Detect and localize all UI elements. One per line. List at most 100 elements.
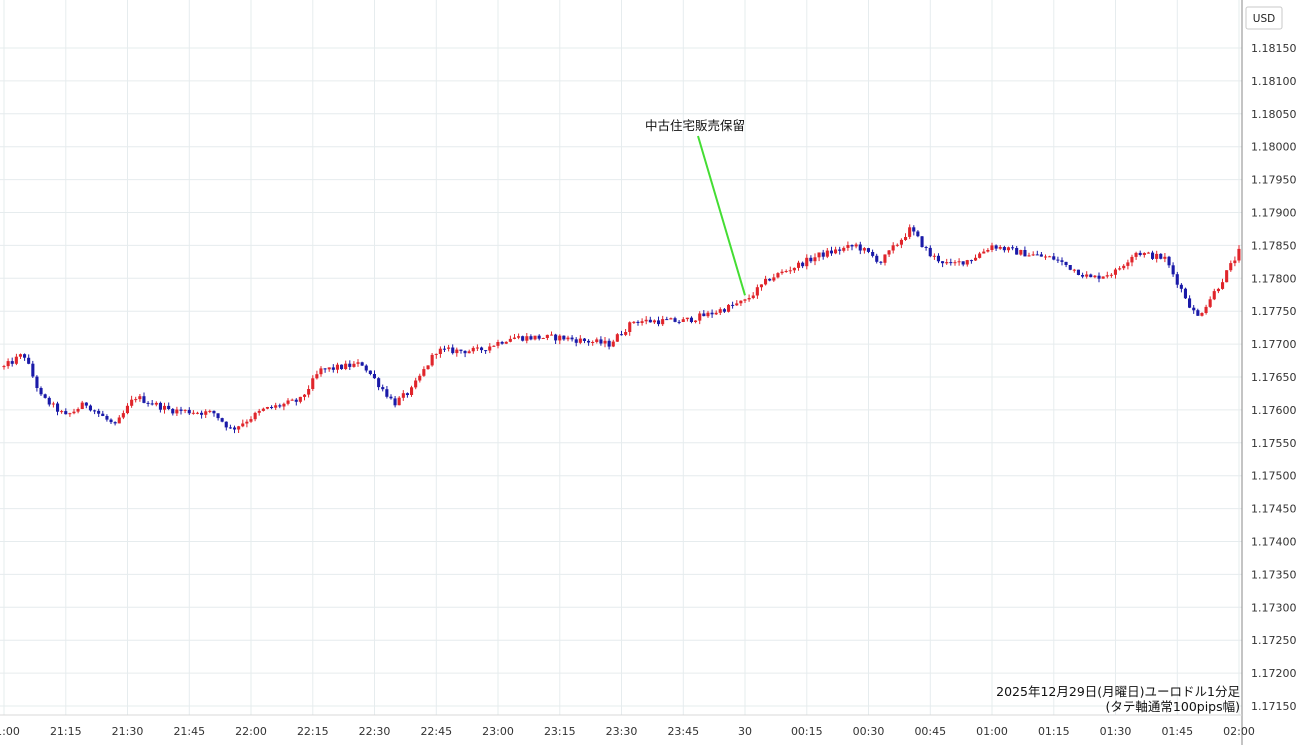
candle (208, 409, 212, 414)
candle-body (652, 320, 656, 323)
candle-body (1027, 255, 1031, 257)
candle (957, 258, 961, 266)
candle (1225, 270, 1229, 283)
candle (912, 225, 916, 236)
candle-body (685, 317, 689, 320)
candle (908, 224, 912, 240)
candle (961, 261, 965, 267)
candle-body (60, 411, 64, 413)
gridlines (0, 0, 1242, 715)
candle (125, 403, 129, 415)
candle-body (401, 393, 405, 398)
candle-body (1212, 291, 1216, 300)
candle (39, 386, 43, 396)
candle-body (1006, 247, 1010, 251)
candle-body (611, 341, 615, 347)
candle (1015, 246, 1019, 255)
candle-body (335, 364, 339, 370)
candle (768, 278, 772, 282)
candle-body (1039, 254, 1043, 257)
candle-body (430, 354, 434, 366)
candle (751, 292, 755, 300)
candle (969, 259, 973, 264)
candle (582, 338, 586, 344)
price-tick-label: 1.18150 (1251, 42, 1297, 55)
candle-body (1122, 265, 1126, 269)
candle-body (1035, 254, 1039, 256)
candle (953, 260, 957, 266)
price-tick-label: 1.17650 (1251, 371, 1297, 384)
candle-body (1167, 256, 1171, 266)
candle-body (879, 261, 883, 263)
candle (463, 350, 467, 358)
candle (801, 261, 805, 269)
time-tick-label: 01:15 (1038, 725, 1070, 738)
candle-body (1048, 256, 1052, 258)
candle-body (644, 319, 648, 322)
time-tick-label: 23:45 (667, 725, 699, 738)
candle (797, 260, 801, 271)
candle (372, 370, 376, 379)
candle (813, 253, 817, 266)
candle (508, 335, 512, 343)
candle-body (537, 335, 541, 339)
candle (282, 402, 286, 411)
price-tick-label: 1.17450 (1251, 503, 1297, 516)
candle (1159, 253, 1163, 260)
candle-body (1179, 284, 1183, 289)
candle-body (669, 318, 673, 320)
time-tick-label: 02:00 (1223, 725, 1255, 738)
candle-body (1237, 248, 1241, 261)
candle (619, 330, 623, 336)
candle-body (31, 363, 35, 377)
candle (167, 402, 171, 411)
candle (27, 354, 31, 365)
candle (307, 385, 311, 398)
candle-body (764, 278, 768, 285)
candle-body (1221, 282, 1225, 289)
candle-body (1216, 288, 1220, 292)
time-tick-label: 22:30 (359, 725, 391, 738)
candle (920, 236, 924, 248)
candle-body (1126, 262, 1130, 266)
candle (1039, 252, 1043, 257)
candle-body (249, 419, 253, 422)
candle-body (1130, 256, 1134, 263)
candle (438, 346, 442, 358)
time-tick-label: 01:30 (1100, 725, 1132, 738)
candle (389, 394, 393, 400)
price-tick-label: 1.17600 (1251, 404, 1297, 417)
candle (1027, 252, 1031, 257)
candle (710, 309, 714, 318)
candle (397, 396, 401, 406)
candle-body (1192, 307, 1196, 311)
candle-body (850, 245, 854, 247)
candle-body (994, 245, 998, 249)
candle (150, 400, 154, 406)
candle-body (591, 342, 595, 343)
candle (611, 339, 615, 348)
candle-body (372, 374, 376, 379)
candle-body (389, 396, 393, 399)
candle-body (718, 309, 722, 313)
candle (245, 419, 249, 428)
candle-body (858, 244, 862, 251)
candle-body (381, 387, 385, 390)
candle (673, 316, 677, 323)
candle-body (595, 339, 599, 342)
candle-body (455, 349, 459, 354)
candle-body (2, 366, 6, 368)
candle (327, 367, 331, 372)
candle (780, 269, 784, 275)
candle (418, 373, 422, 383)
candle-body (895, 244, 899, 246)
candle (130, 395, 134, 408)
candle (447, 344, 451, 352)
time-tick-label: 22:45 (420, 725, 452, 738)
candle-body (200, 412, 204, 415)
candle-body (171, 409, 175, 414)
candle (1188, 295, 1192, 309)
candle-body (891, 245, 895, 251)
candle (1019, 249, 1023, 256)
